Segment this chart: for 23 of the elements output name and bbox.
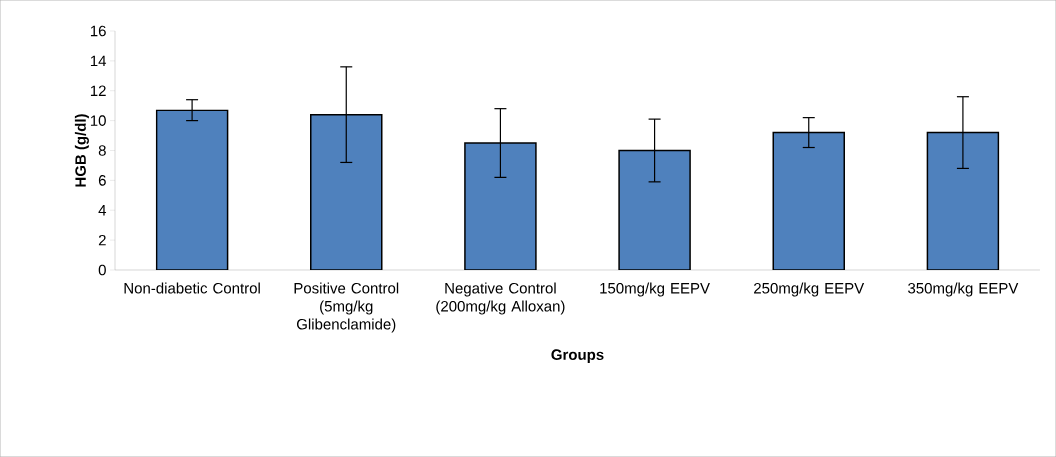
- bar: [464, 142, 537, 270]
- bar: [310, 113, 383, 270]
- x-tick-label: Negative Control (200mg/kg Alloxan): [436, 282, 565, 315]
- y-tick-label: 2: [98, 234, 106, 246]
- y-tick-label: 10: [90, 115, 106, 126]
- y-tick-label: 16: [90, 25, 106, 37]
- y-tick-label: 12: [90, 85, 106, 96]
- x-tick-label: 250mg/kg EEPV: [754, 282, 865, 297]
- bar: [618, 149, 691, 270]
- y-tick-label: 8: [98, 145, 106, 156]
- x-tick-label: Positive Control (5mg/kg Glibenclamide): [294, 282, 399, 333]
- y-tick-label: 4: [98, 205, 107, 216]
- x-axis-title: Groups: [551, 349, 604, 363]
- x-tick-label: 150mg/kg EEPV: [600, 282, 710, 297]
- bar: [926, 131, 1000, 270]
- bar: [155, 109, 229, 270]
- y-tick-label: 0: [98, 264, 106, 276]
- x-tick-label: 350mg/kg EEPV: [908, 282, 1019, 297]
- y-axis-title: HGB (g/dl): [74, 114, 89, 187]
- y-tick-label: 14: [90, 55, 107, 67]
- x-tick-label: Non-diabetic Control: [124, 282, 260, 294]
- bar: [772, 131, 845, 270]
- y-tick-label: 6: [98, 175, 106, 186]
